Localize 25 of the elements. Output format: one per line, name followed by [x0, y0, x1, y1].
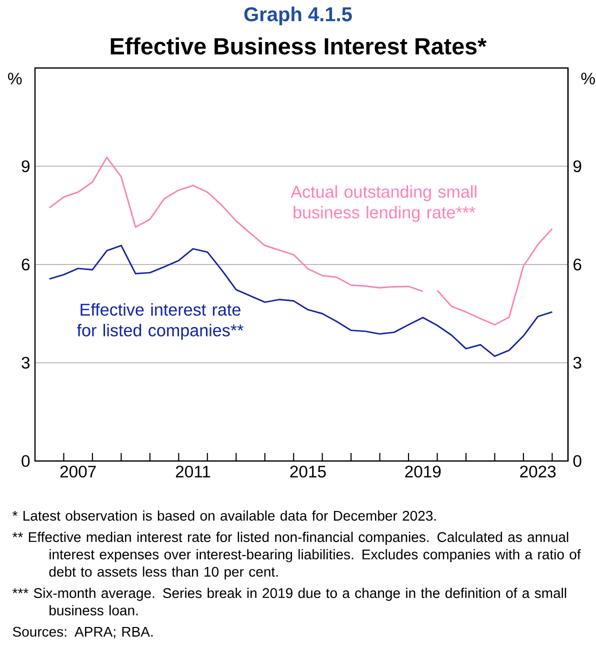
- y2-tick-label: 0: [573, 455, 582, 467]
- y-tick-label: 3: [22, 356, 30, 369]
- x-tick-label: 2023: [520, 466, 556, 478]
- x-tick-label: 2011: [176, 466, 210, 478]
- text: * Latest observation is based on available data for December 2023.: [12, 510, 436, 521]
- chart-title: Effective Business Interest Rates*: [110, 37, 487, 55]
- line-series: [48, 244, 553, 357]
- y2-tick-label: 9: [573, 160, 582, 172]
- text: *** Six-month average. Series break in 2019 due to a change in the definition of a small business loan.: [12, 588, 566, 616]
- x-tick-label: 2015: [290, 466, 326, 478]
- line-series: [436, 228, 553, 326]
- series-label: Actual outstanding small business lending rate***: [290, 185, 476, 222]
- series-label: Effective interest rate for listed companies**: [77, 303, 244, 340]
- x-tick-label: 2007: [60, 466, 96, 478]
- y-tick-label: 9: [22, 160, 30, 172]
- source-note: Sources: APRA; RBA.: [12, 626, 153, 638]
- x-tick-label: 2019: [405, 466, 441, 478]
- text: ** Effective median interest rate for listed non-financial companies. Calculated as annual interest expenses over interest-bearing liabilities. Excludes companies with a ratio of debt to assets less than 10 per cent.: [12, 532, 581, 580]
- y2-tick-label: 6: [574, 258, 582, 270]
- y-tick-label: 6: [22, 258, 30, 270]
- y-tick-label: 0: [22, 455, 30, 467]
- y2-axis-title: %: [581, 72, 595, 84]
- y2-tick-label: 3: [573, 356, 582, 369]
- chart-subtitle: Graph 4.1.5: [244, 6, 352, 26]
- y-axis-title: %: [8, 72, 22, 84]
